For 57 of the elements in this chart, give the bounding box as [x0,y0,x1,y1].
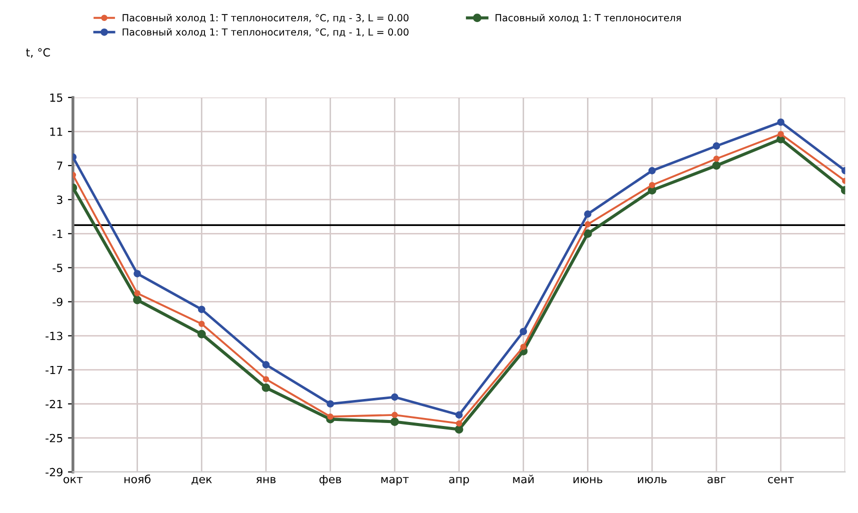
point [456,420,462,427]
point [520,344,527,350]
y-tick-label: 7 [57,162,62,170]
point [777,118,784,126]
point [262,376,270,382]
point [778,130,784,138]
point [198,306,206,314]
point [134,270,141,278]
point [392,412,398,418]
y-tick-label: -1 [52,230,62,238]
x-tick-label: дек [192,476,212,485]
y-tick-label: 3 [56,196,62,204]
point [454,425,464,434]
point [262,383,270,392]
point [713,156,720,162]
point [584,221,591,228]
point [712,161,721,170]
x-tick-label: апр [449,476,469,486]
point [327,414,334,420]
x-tick-label: окт [64,476,83,484]
y-tick-label: 11 [50,128,62,136]
x-tick-label: июль [638,476,667,484]
x-tick-label: май [513,474,534,484]
point [390,418,399,426]
y-tick-label: -21 [46,400,62,408]
x-tick-label: июнь [574,476,602,484]
point [133,296,142,304]
point [326,400,334,408]
legend-label: Пасовный холод 1: Т теплоносителя, °С, пд - 1, L = 0.00 [122,28,408,37]
x-tick-label: нояб [124,474,150,484]
point [520,328,528,336]
y-tick-label: -9 [52,298,62,306]
legend-label: Пасовный холод 1: Т теплоносителя, °С, пд - 3, L = 0.00 [122,14,408,23]
point [197,330,206,338]
point [134,290,140,296]
y-tick-label: -29 [46,468,62,476]
x-tick-label: авг [708,476,726,484]
point [455,411,463,419]
point [648,166,656,174]
y-tick-label: -17 [46,366,62,374]
point [583,229,592,238]
y-tick-label: -25 [46,434,62,442]
x-tick-label: март [381,476,409,486]
y-tick-label: -5 [52,264,62,272]
point [262,361,270,368]
point [391,393,398,401]
point [712,142,720,150]
x-tick-label: сент [768,476,794,484]
point [584,210,592,218]
x-tick-label: янв [256,477,276,484]
legend-label: Пасовный холод 1: Т теплоносителя [496,14,681,23]
y-tick-label: -13 [46,332,62,340]
y-tick-label: 15 [50,94,62,102]
point [198,320,205,327]
x-tick-label: фев [319,475,342,486]
y-axis-title: t, °C [26,48,50,58]
point [648,182,656,188]
